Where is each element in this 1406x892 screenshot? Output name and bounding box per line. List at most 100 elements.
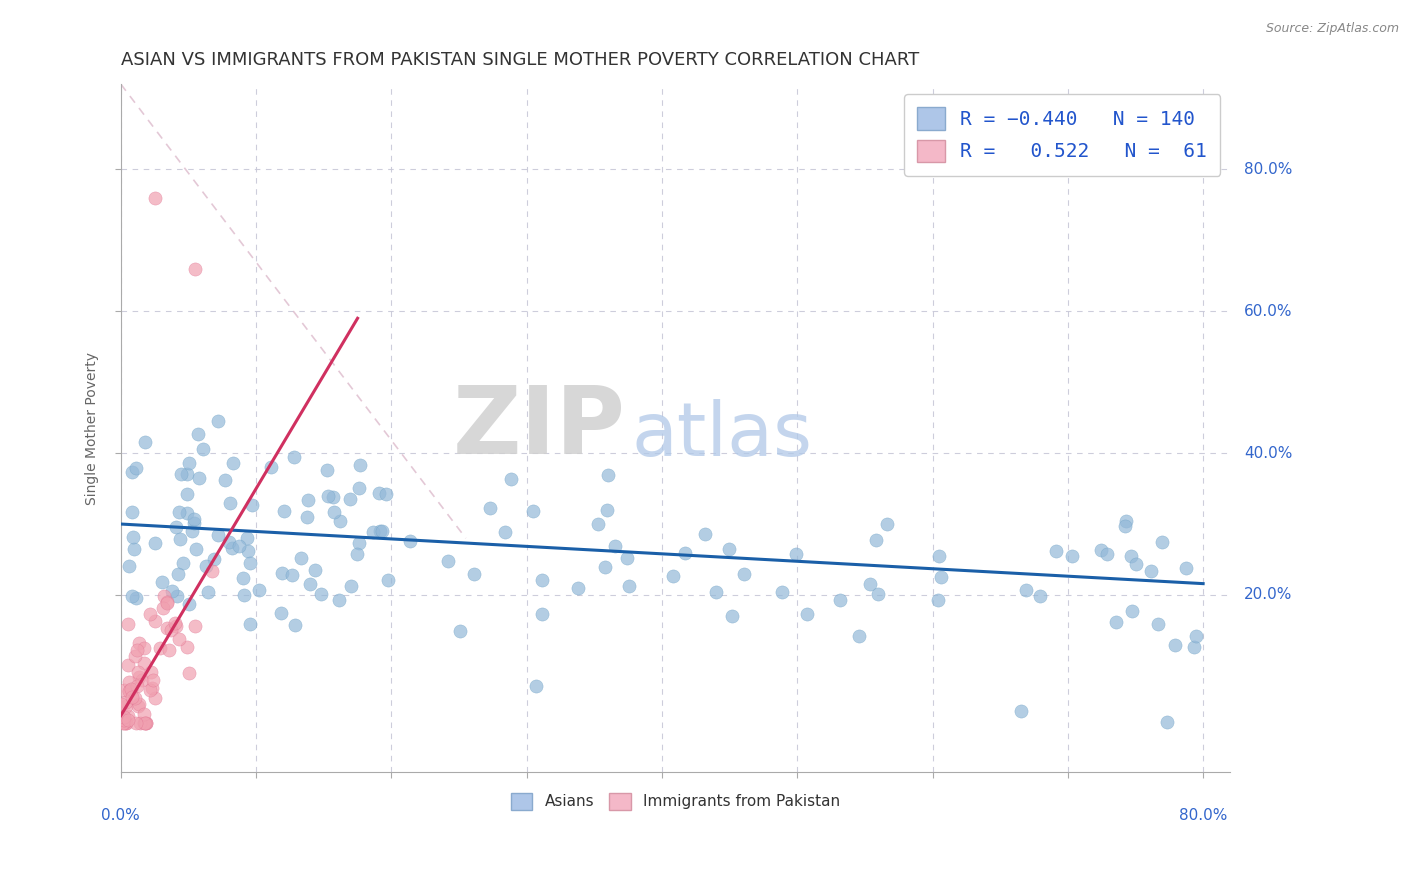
Point — [929, 570, 952, 584]
Point — [706, 585, 728, 599]
Point — [117, 658, 139, 673]
Point — [273, 504, 295, 518]
Point — [1140, 564, 1163, 578]
Point — [1114, 519, 1136, 533]
Point — [183, 619, 205, 633]
Text: Source: ZipAtlas.com: Source: ZipAtlas.com — [1265, 22, 1399, 36]
Point — [141, 681, 163, 695]
Point — [295, 510, 318, 524]
Point — [156, 595, 179, 609]
Point — [1121, 604, 1143, 618]
Point — [125, 715, 148, 730]
Point — [153, 589, 176, 603]
Point — [221, 541, 243, 556]
Point — [1119, 549, 1142, 563]
Point — [127, 665, 149, 679]
Point — [134, 435, 156, 450]
Point — [281, 567, 304, 582]
Point — [770, 585, 793, 599]
Point — [112, 710, 135, 724]
Point — [449, 624, 471, 639]
Text: 20.0%: 20.0% — [1244, 588, 1292, 602]
Point — [167, 632, 190, 647]
Point — [1174, 561, 1197, 575]
Point — [349, 458, 371, 472]
Point — [1028, 589, 1050, 603]
Point — [122, 542, 145, 557]
Point — [187, 426, 209, 441]
Point — [124, 691, 146, 706]
Point — [128, 636, 150, 650]
Point — [155, 621, 177, 635]
Point — [1115, 514, 1137, 528]
Point — [166, 589, 188, 603]
Text: ZIP: ZIP — [453, 383, 626, 475]
Point — [139, 665, 162, 679]
Point — [463, 566, 485, 581]
Point — [1125, 558, 1147, 572]
Point — [1014, 582, 1036, 597]
Legend: Asians, Immigrants from Pakistan: Asians, Immigrants from Pakistan — [505, 787, 846, 816]
Point — [283, 450, 305, 464]
Point — [1150, 535, 1173, 549]
Point — [129, 715, 152, 730]
Point — [121, 465, 143, 479]
Point — [166, 567, 188, 582]
Point — [184, 541, 207, 556]
Point — [524, 679, 547, 693]
Y-axis label: Single Mother Poverty: Single Mother Poverty — [86, 351, 100, 505]
Point — [135, 715, 157, 730]
Point — [1062, 549, 1084, 563]
Point — [138, 607, 160, 621]
Point — [120, 681, 142, 696]
Text: ASIAN VS IMMIGRANTS FROM PAKISTAN SINGLE MOTHER POVERTY CORRELATION CHART: ASIAN VS IMMIGRANTS FROM PAKISTAN SINGLE… — [121, 51, 920, 69]
Point — [110, 712, 132, 726]
Point — [112, 715, 135, 730]
Point — [371, 524, 394, 538]
Point — [110, 697, 132, 711]
Point — [322, 490, 344, 504]
Point — [134, 715, 156, 730]
Point — [927, 549, 949, 564]
Point — [1184, 629, 1206, 643]
Point — [596, 468, 619, 483]
Point — [927, 592, 949, 607]
Point — [297, 493, 319, 508]
Point — [1095, 547, 1118, 561]
Point — [721, 609, 744, 624]
Point — [150, 574, 173, 589]
Point — [239, 617, 262, 632]
Point — [228, 539, 250, 553]
Point — [131, 673, 153, 687]
Point — [112, 715, 135, 730]
Point — [316, 463, 339, 477]
Point — [124, 649, 146, 664]
Point — [1010, 704, 1032, 718]
Point — [187, 470, 209, 484]
Text: 60.0%: 60.0% — [1244, 303, 1292, 318]
Point — [128, 698, 150, 712]
Point — [114, 715, 136, 730]
Point — [361, 524, 384, 539]
Point — [143, 691, 166, 706]
Point — [530, 573, 553, 587]
Point — [270, 566, 292, 580]
Point — [865, 533, 887, 547]
Point — [145, 615, 167, 629]
Point — [160, 584, 183, 599]
Point — [693, 527, 716, 541]
Point — [117, 709, 139, 723]
Point — [115, 699, 138, 714]
Point — [121, 505, 143, 519]
Point — [156, 596, 179, 610]
Point — [160, 624, 183, 638]
Point — [1105, 615, 1128, 630]
Point — [194, 558, 217, 573]
Point — [125, 642, 148, 657]
Point — [197, 585, 219, 599]
Point — [304, 563, 326, 577]
Point — [128, 670, 150, 684]
Point — [127, 699, 149, 714]
Point — [437, 554, 460, 568]
Point — [176, 506, 198, 520]
